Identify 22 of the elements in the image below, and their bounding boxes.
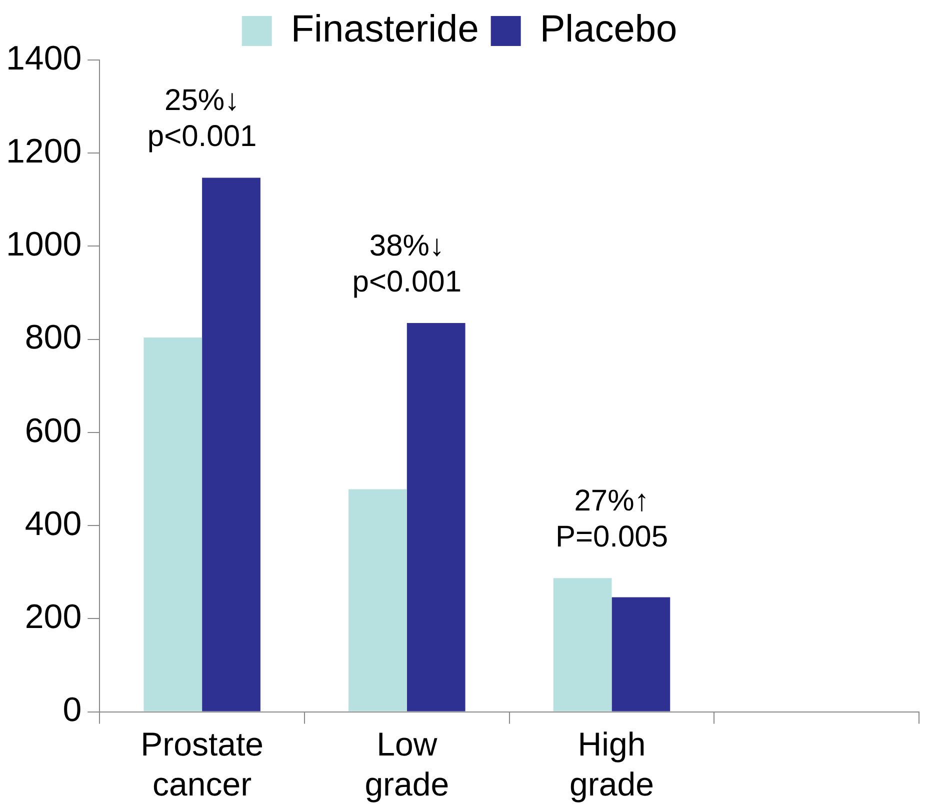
annotation: 27%↑ P=0.005: [555, 484, 668, 554]
y-tick-label: 1400: [6, 39, 82, 78]
bar: [348, 489, 407, 712]
y-tick-label: 1000: [6, 226, 82, 264]
y-tick-label: 800: [24, 318, 82, 357]
x-tick-label: Prostate cancer: [140, 726, 264, 802]
legend-label: Finasteride: [290, 8, 479, 50]
annotation: 38%↓ p<0.001: [352, 229, 462, 298]
bar: [612, 597, 670, 712]
bar: [144, 337, 202, 712]
y-tick-label: 200: [24, 598, 82, 636]
bar: [202, 178, 260, 712]
y-tick-label: 0: [62, 691, 82, 730]
legend-label: Placebo: [540, 8, 678, 50]
annotation: 25%↓ p<0.001: [147, 84, 257, 154]
x-tick-label: Low grade: [364, 726, 450, 802]
bar: [553, 578, 612, 712]
y-tick-label: 400: [24, 504, 82, 543]
x-tick-label: High grade: [570, 726, 654, 802]
bar: [406, 323, 466, 712]
y-tick-label: 600: [24, 412, 82, 450]
y-tick-label: 1200: [6, 132, 82, 170]
